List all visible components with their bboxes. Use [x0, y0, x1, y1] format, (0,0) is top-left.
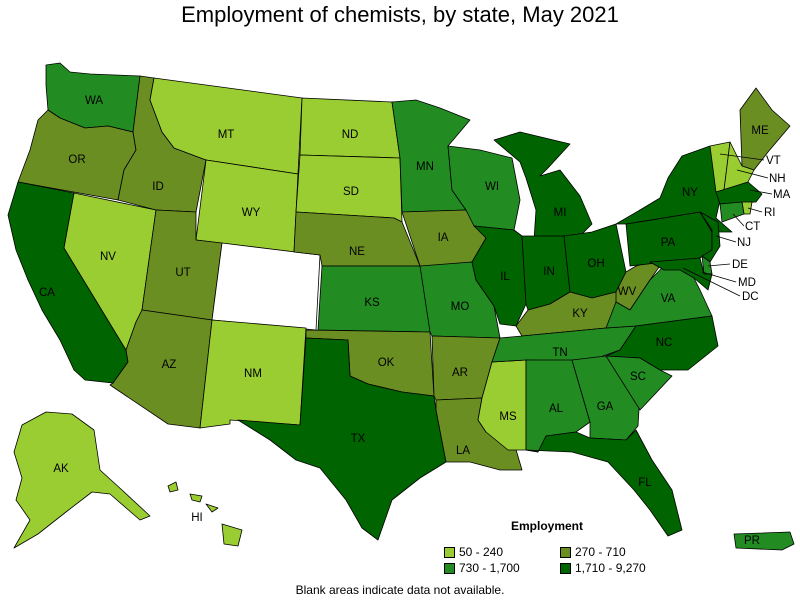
state-label-wy: WY — [242, 207, 261, 219]
state-label-ky: KY — [572, 308, 588, 320]
state-label-mn: MN — [416, 161, 434, 173]
legend-title: Employment — [511, 519, 584, 533]
svg-text:DE: DE — [732, 259, 748, 271]
svg-text:RI: RI — [764, 207, 776, 219]
state-label-ks: KS — [364, 297, 380, 309]
state-co[interactable] — [211, 242, 321, 331]
state-label-ar: AR — [452, 367, 468, 379]
state-nm[interactable] — [199, 319, 307, 429]
state-label-ia: IA — [438, 232, 449, 244]
state-label-mt: MT — [218, 129, 235, 141]
state-label-ut: UT — [175, 267, 190, 279]
state-label-il: IL — [500, 271, 510, 283]
state-md[interactable] — [649, 257, 713, 291]
state-label-in: IN — [543, 266, 555, 278]
svg-text:DC: DC — [742, 291, 759, 303]
state-label-tn: TN — [552, 347, 567, 359]
legend-item: 1,710 - 9,270 — [560, 561, 646, 575]
state-label-nm: NM — [244, 368, 262, 380]
map-title: Employment of chemists, by state, May 20… — [181, 2, 619, 27]
state-label-la: LA — [456, 445, 470, 457]
state-label-az: AZ — [162, 359, 177, 371]
state-label-id: ID — [152, 181, 164, 193]
state-label-hi: HI — [191, 512, 203, 524]
svg-text:MD: MD — [738, 277, 756, 289]
state-label-ms: MS — [499, 411, 517, 423]
legend-swatch-3 — [444, 562, 455, 574]
state-ak[interactable] — [13, 411, 151, 549]
legend-item: 50 - 240 — [444, 545, 503, 559]
state-label-ga: GA — [597, 401, 614, 413]
svg-text:NJ: NJ — [737, 237, 751, 249]
svg-text:VT: VT — [766, 155, 781, 167]
state-label-wv: WV — [618, 286, 637, 298]
state-label-pr: PR — [744, 535, 760, 547]
state-nh[interactable] — [723, 141, 755, 191]
legend-item: 730 - 1,700 — [444, 561, 520, 575]
footnote: Blank areas indicate data not available. — [295, 583, 505, 597]
state-label-me: ME — [751, 125, 769, 137]
svg-text:CT: CT — [745, 221, 760, 233]
state-label-ca: CA — [39, 287, 55, 299]
legend-swatch-1 — [444, 546, 455, 558]
state-tx[interactable] — [237, 337, 447, 541]
state-hi[interactable] — [167, 481, 243, 547]
legend-swatch-2 — [560, 546, 571, 558]
state-label-nc: NC — [656, 337, 673, 349]
state-label-ak: AK — [53, 463, 69, 475]
state-label-mo: MO — [451, 301, 470, 313]
legend-swatch-4 — [560, 562, 571, 574]
state-il[interactable] — [471, 225, 527, 327]
svg-text:NH: NH — [769, 173, 786, 185]
state-fl[interactable] — [525, 429, 683, 537]
state-label-sd: SD — [343, 186, 359, 198]
state-nd[interactable] — [299, 97, 401, 159]
state-label-tx: TX — [351, 433, 366, 445]
legend-label-4: 1,710 - 9,270 — [575, 561, 646, 575]
state-ma[interactable] — [715, 181, 763, 205]
state-sc[interactable] — [605, 355, 673, 411]
legend-label-2: 270 - 710 — [575, 545, 626, 559]
state-mi[interactable] — [493, 131, 593, 241]
state-label-mi: MI — [554, 207, 567, 219]
state-label-nv: NV — [100, 251, 116, 263]
svg-text:MA: MA — [773, 189, 791, 201]
state-label-ny: NY — [682, 187, 698, 199]
state-label-ne: NE — [349, 246, 365, 258]
state-label-oh: OH — [587, 258, 604, 270]
state-label-sc: SC — [630, 371, 646, 383]
state-label-va: VA — [661, 293, 676, 305]
state-label-ok: OK — [378, 357, 395, 369]
state-label-pa: PA — [661, 237, 676, 249]
state-label-al: AL — [549, 403, 564, 415]
state-label-fl: FL — [638, 477, 652, 489]
state-label-wa: WA — [85, 95, 103, 107]
state-label-wi: WI — [485, 181, 499, 193]
state-ct[interactable] — [719, 201, 745, 223]
state-pr[interactable] — [733, 531, 795, 551]
state-label-nd: ND — [342, 129, 359, 141]
state-label-or: OR — [68, 154, 85, 166]
legend-label-3: 730 - 1,700 — [459, 561, 520, 575]
legend-item: 270 - 710 — [560, 545, 626, 559]
state-wy[interactable] — [195, 159, 299, 253]
legend-label-1: 50 - 240 — [459, 545, 504, 559]
